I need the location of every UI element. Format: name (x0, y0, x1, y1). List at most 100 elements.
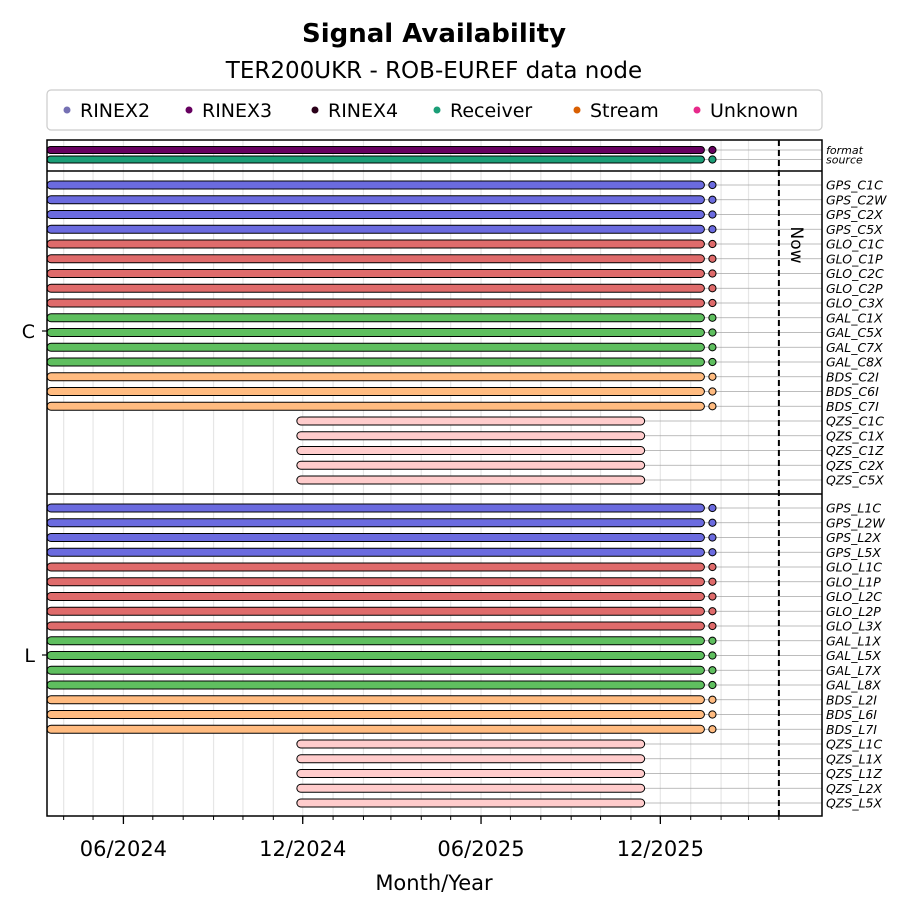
end-marker-gal-c1x (708, 313, 717, 322)
end-marker-source (708, 155, 717, 164)
row-label-glo-c1p: GLO_C1P (826, 251, 883, 266)
row-label-glo-c2p: GLO_C2P (826, 281, 883, 296)
bar-glo-l2c (46, 592, 705, 601)
end-marker-gps-c5x (708, 225, 717, 234)
row-label-gps-c1c: GPS_C1C (826, 178, 883, 193)
bar-gps-c2x (46, 210, 705, 219)
now-label: Now (786, 226, 806, 263)
row-label-gal-l1x: GAL_L1X (826, 633, 881, 648)
legend-label-rinex4: RINEX4 (328, 100, 398, 122)
end-marker-gal-l5x (708, 651, 717, 660)
row-label-source: source (826, 154, 863, 167)
row-label-bds-l6i: BDS_L6I (826, 707, 877, 722)
group-label-l: L (24, 645, 35, 667)
row-label-qzs-l1z: QZS_L1Z (826, 766, 883, 781)
end-marker-gal-l1x (708, 636, 717, 645)
end-marker-bds-l7i (708, 725, 717, 734)
row-label-qzs-c1c: QZS_C1C (826, 414, 884, 429)
end-marker-gal-c7x (708, 343, 717, 352)
end-marker-glo-c2c (708, 269, 717, 278)
end-marker-gps-l2x (708, 533, 717, 542)
row-label-bds-l7i: BDS_L7I (826, 722, 877, 737)
bar-gal-c5x (46, 328, 705, 337)
legend-marker-rinex4 (311, 106, 319, 114)
row-label-qzs-c5x: QZS_C5X (826, 473, 884, 488)
x-tick-label-12-2025: 12/2025 (617, 837, 704, 861)
x-tick-label-06-2024: 06/2024 (80, 837, 167, 861)
x-tick-label-06-2025: 06/2025 (437, 837, 524, 861)
legend-label-unknown: Unknown (710, 100, 798, 122)
bar-glo-c2p (46, 283, 705, 293)
end-markers (708, 145, 717, 734)
bar-glo-c1p (46, 254, 705, 264)
end-marker-bds-c6i (708, 387, 717, 396)
bar-glo-l3x (46, 621, 705, 631)
end-marker-gps-c1c (708, 180, 717, 190)
row-guides (644, 149, 822, 804)
row-label-gal-l8x: GAL_L8X (826, 678, 881, 693)
row-label-gal-c8x: GAL_C8X (826, 355, 883, 370)
legend-marker-unknown (693, 106, 701, 114)
row-label-bds-l2i: BDS_L2I (826, 692, 877, 707)
row-label-glo-c1c: GLO_C1C (826, 237, 884, 252)
end-marker-bds-c7i (708, 402, 717, 411)
row-label-qzs-l5x: QZS_L5X (826, 796, 883, 811)
legend: RINEX2 RINEX3 RINEX4 Receiver Stream Unknown (46, 89, 823, 131)
end-marker-glo-c1p (708, 254, 717, 263)
bar-gps-c1c (46, 180, 705, 190)
row-label-gps-l5x: GPS_L5X (826, 545, 881, 560)
row-label-gal-l5x: GAL_L5X (826, 648, 881, 663)
end-marker-gps-l5x (708, 548, 717, 557)
bars (0, 140, 705, 816)
row-label-gal-c7x: GAL_C7X (826, 340, 883, 355)
end-marker-glo-l1p (708, 577, 717, 586)
end-marker-bds-l2i (708, 695, 717, 704)
bar-gps-c2w (46, 195, 705, 205)
bar-bds-c6i (46, 387, 705, 396)
bar-bds-l7i (46, 724, 705, 734)
end-marker-gal-l8x (708, 680, 717, 690)
end-marker-gal-l7x (708, 666, 717, 675)
end-marker-glo-l3x (708, 621, 717, 631)
bar-glo-l2p (46, 606, 705, 616)
row-label-glo-l1c: GLO_L1C (826, 560, 882, 575)
end-marker-glo-c3x (708, 298, 717, 308)
end-marker-glo-l2c (708, 592, 717, 601)
chart-title: Signal Availability (302, 19, 566, 49)
plot-area: NowformatsourceGPS_C1CGPS_C2WGPS_C2XGPS_… (0, 139, 887, 861)
row-label-gps-l2w: GPS_L2W (826, 515, 885, 530)
row-label-qzs-c1x: QZS_C1X (826, 428, 884, 443)
bar-glo-c3x (46, 298, 705, 308)
bar-gps-l2w (46, 518, 705, 528)
bar-gal-l1x (46, 636, 705, 646)
bar-gal-c7x (46, 342, 705, 352)
end-marker-bds-l6i (708, 710, 717, 719)
row-label-gps-l2x: GPS_L2X (826, 530, 881, 545)
bar-glo-l1p (46, 577, 705, 587)
bar-format (46, 146, 705, 154)
row-label-glo-l3x: GLO_L3X (826, 619, 882, 634)
bar-bds-c7i (46, 401, 705, 411)
bar-glo-l1c (46, 562, 705, 572)
row-label-gps-c2x: GPS_C2X (826, 207, 883, 222)
row-label-glo-l2p: GLO_L2P (826, 604, 881, 619)
bar-glo-c1c (46, 239, 705, 249)
end-marker-format (708, 145, 717, 155)
end-marker-bds-c2i (708, 372, 717, 381)
end-marker-gal-c8x (708, 357, 717, 367)
x-axis-label: Month/Year (375, 871, 493, 895)
end-marker-glo-l1c (708, 562, 717, 572)
plot-frame (46, 139, 823, 817)
legend-marker-rinex3 (185, 106, 193, 114)
row-label-gal-c1x: GAL_C1X (826, 310, 883, 325)
row-label-glo-c2c: GLO_C2C (826, 266, 884, 281)
row-label-gal-c5x: GAL_C5X (826, 325, 883, 340)
left-mask (0, 140, 47, 816)
end-marker-gps-c2w (708, 195, 717, 204)
bar-qzs-l1c (296, 739, 646, 749)
bar-gal-c1x (46, 313, 705, 323)
bar-qzs-c5x (296, 475, 646, 485)
end-marker-glo-l2p (708, 607, 717, 616)
